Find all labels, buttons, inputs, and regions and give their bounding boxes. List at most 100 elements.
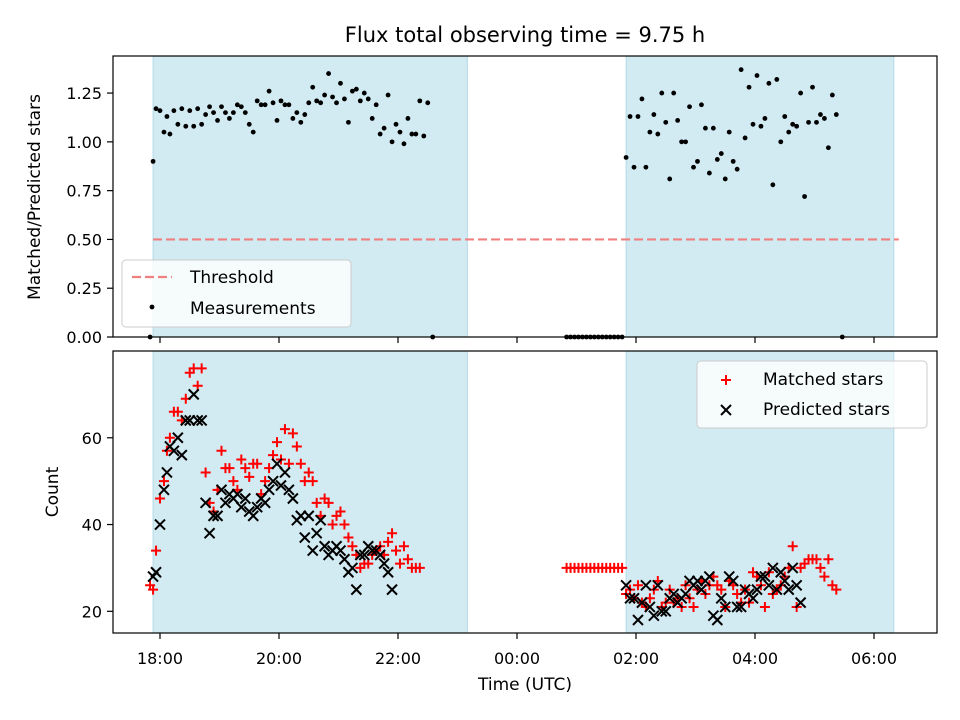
measurement-point [655,131,661,137]
measurement-point [746,84,752,90]
matched-star-point [291,441,302,452]
predicted-star-point [794,596,807,609]
legend-matched-swatch [721,375,731,385]
predicted-star-point [247,510,259,522]
top-ytick-label: 0.25 [66,279,102,298]
measurement-point [651,112,657,117]
measurement-point [278,98,284,104]
predicted-star-point [263,484,275,496]
xtick-label: 18:00 [137,649,183,668]
measurement-point [691,164,696,170]
bottom-legend: Matched stars Predicted stars [696,360,928,429]
measurement-point [153,106,159,112]
predicted-star-point [158,484,170,496]
measurement-point [171,108,177,114]
predicted-star-point [195,414,208,427]
predicted-star-point [636,596,648,609]
predicted-star-point [176,449,188,461]
measurement-point [369,116,375,121]
measurement-point [806,119,811,125]
predicted-star-point [779,575,791,587]
legend-measurements-swatch [149,304,155,310]
predicted-star-point [251,501,263,513]
measurement-point [722,176,728,182]
predicted-star-point [751,583,763,596]
xtick-label: 02:00 [613,649,659,668]
legend-matched-label: Matched stars [763,370,883,390]
measurement-point [726,129,732,135]
matched-star-point [196,363,207,374]
predicted-star-point [235,501,248,513]
xtick-label: 04:00 [732,649,778,668]
measurement-point [710,125,716,131]
measurement-point [318,100,324,106]
matched-star-point [252,458,263,469]
measurement-point [164,114,170,119]
measurement-point [223,110,228,115]
predicted-star-point [358,549,370,561]
measurement-point [663,119,669,125]
matched-star-point [759,601,770,612]
measurement-point [183,123,189,129]
measurement-point [703,125,708,131]
matched-star-point [831,584,842,595]
predicted-star-point [287,492,299,505]
bottom-ytick-label: 20 [82,602,102,621]
measurement-point [786,129,792,135]
measurement-point [381,125,387,131]
measurement-point [818,112,823,117]
predicted-star-point [168,445,180,457]
measurement-point [643,164,649,170]
matched-star-point [158,476,169,487]
measurement-point [230,110,236,115]
measurement-point [683,139,688,145]
measurement-point [623,155,629,160]
measurement-point [825,145,831,151]
measurement-point [290,116,296,121]
measurement-point [242,110,248,115]
matched-star-point [327,519,338,530]
matched-star-point [172,406,183,417]
top-shaded-window-2 [625,55,895,338]
predicted-star-point [386,583,398,596]
measurement-point [639,96,645,102]
measurement-point [199,121,205,127]
bottom-xlabel: Time (UTC) [477,675,572,695]
measurement-point [750,121,756,127]
predicted-star-point [318,540,331,552]
matched-star-point [307,476,318,487]
predicted-star-point [660,605,672,618]
measurement-point [161,129,167,135]
top-ytick-label: 0.50 [66,230,102,249]
predicted-star-point [628,592,640,604]
matched-star-point [164,432,175,443]
predicted-star-point [374,549,386,561]
predicted-star-point [211,510,224,522]
measurement-point [346,119,351,125]
matched-star-point [347,541,358,552]
predicted-star-point [366,544,378,557]
predicted-star-point [783,583,795,596]
predicted-star-point [640,579,652,591]
legend-threshold-label: Threshold [189,268,274,288]
matched-star-point [716,584,727,595]
measurement-point [211,110,216,115]
measurement-point [298,119,304,125]
matched-star-point [632,580,643,591]
predicted-star-point [334,544,347,557]
top-ytick-label: 1.00 [66,133,102,152]
top-ytick-label: 0.00 [66,328,102,347]
predicted-star-point [199,497,212,509]
measurement-point [401,141,407,147]
predicted-star-point [303,510,315,522]
predicted-star-point [259,497,271,509]
measurement-point [282,102,288,108]
matched-star-point [343,532,354,543]
matched-star-point [228,476,239,487]
matched-star-point [224,463,235,474]
matched-star-point [823,554,834,565]
matched-star-point [216,445,227,456]
matched-star-point [287,428,298,439]
predicted-star-point [632,614,644,626]
measurement-point [659,90,665,96]
